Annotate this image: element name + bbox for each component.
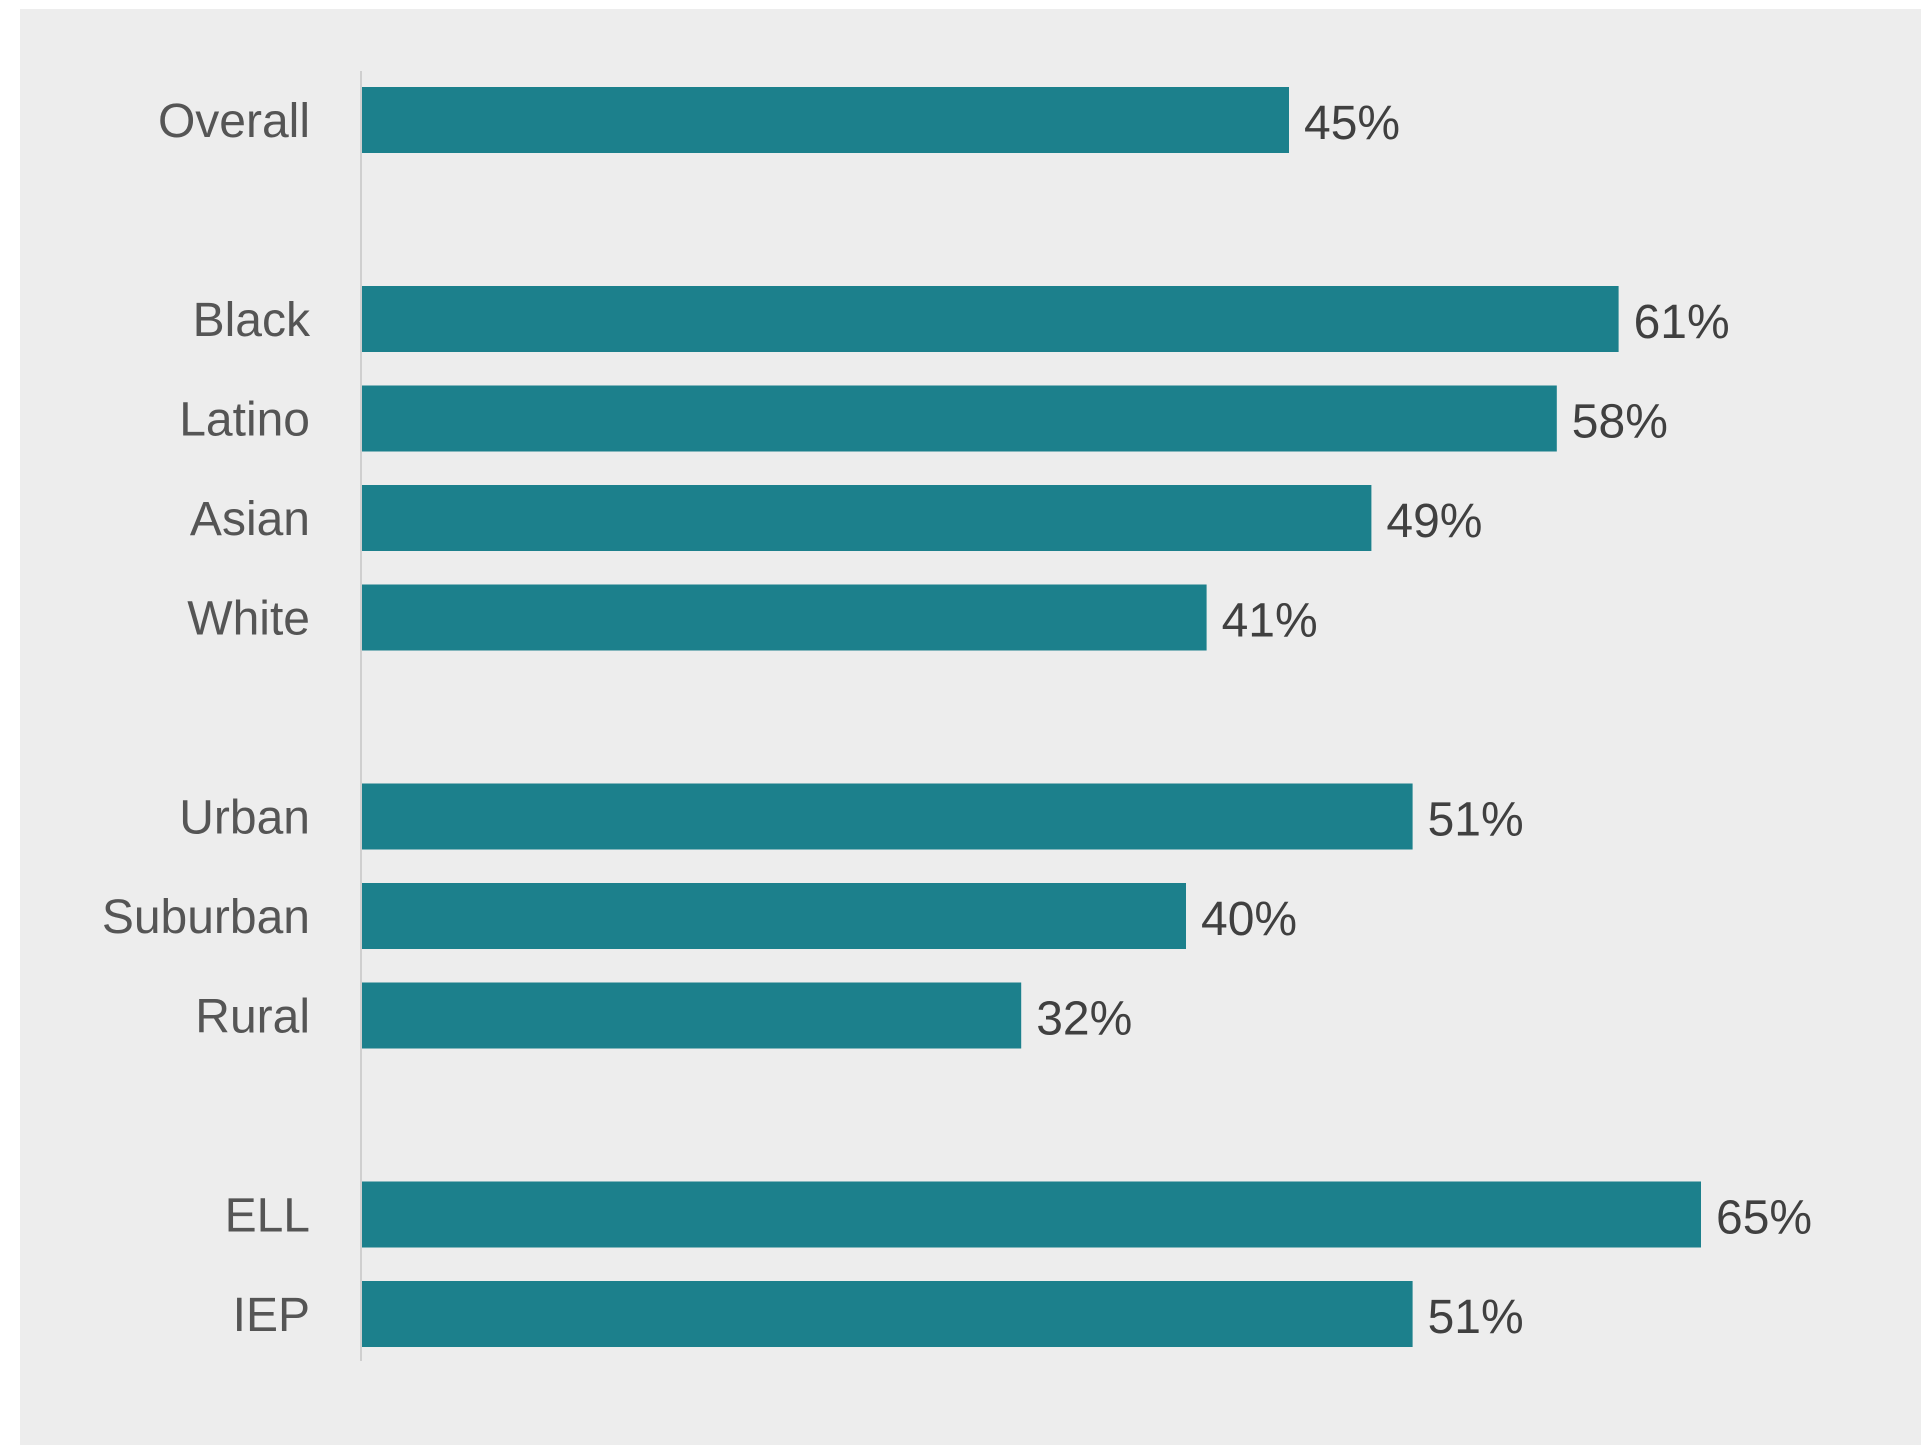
- bar-latino: [362, 385, 1557, 452]
- category-label: White: [187, 593, 310, 646]
- value-label: 32%: [1036, 993, 1132, 1046]
- value-label: 61%: [1634, 296, 1730, 349]
- category-label: Overall: [158, 95, 310, 148]
- bar-asian: [362, 485, 1372, 551]
- value-label: 51%: [1428, 1291, 1524, 1344]
- bar-white: [362, 584, 1207, 651]
- category-label: Rural: [195, 991, 310, 1044]
- value-label: 49%: [1386, 495, 1482, 548]
- bar-suburban: [362, 883, 1186, 949]
- bar-ell: [362, 1181, 1701, 1248]
- category-label: ELL: [225, 1190, 310, 1243]
- bar-urban: [362, 783, 1413, 850]
- category-label: IEP: [233, 1289, 310, 1342]
- value-label: 40%: [1201, 893, 1297, 946]
- category-label: Suburban: [102, 891, 310, 944]
- bar-black: [362, 286, 1619, 352]
- value-label: 51%: [1428, 794, 1524, 847]
- bar-rural: [362, 982, 1022, 1049]
- category-label: Latino: [179, 394, 310, 447]
- chart-panel: Overall 45% Black 61% Latino 58% Asian 49% White…: [20, 9, 1921, 1445]
- category-label: Asian: [190, 493, 310, 546]
- value-label: 41%: [1222, 595, 1318, 648]
- bar-iep: [362, 1281, 1413, 1347]
- value-label: 58%: [1572, 396, 1668, 449]
- value-label: 65%: [1716, 1192, 1812, 1245]
- category-label: Black: [193, 294, 311, 347]
- bar-overall: [362, 87, 1289, 153]
- value-label: 45%: [1304, 97, 1400, 150]
- bar-chart: Overall 45% Black 61% Latino 58% Asian 49% White…: [102, 71, 1812, 1361]
- category-label: Urban: [179, 792, 310, 845]
